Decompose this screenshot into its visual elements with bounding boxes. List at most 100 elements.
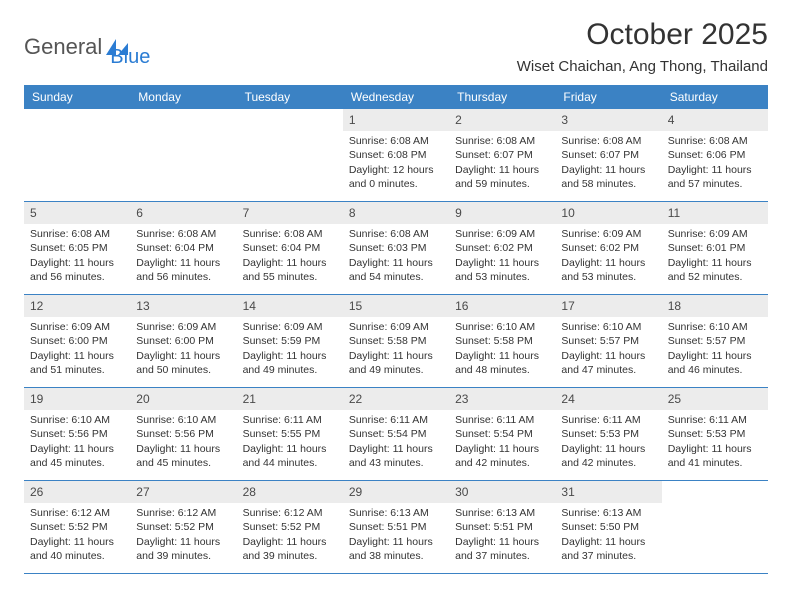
day-number: 11 bbox=[662, 202, 768, 224]
dow-cell: Monday bbox=[130, 85, 236, 109]
day-body: Sunrise: 6:11 AMSunset: 5:53 PMDaylight:… bbox=[555, 410, 661, 474]
day-body: Sunrise: 6:10 AMSunset: 5:56 PMDaylight:… bbox=[130, 410, 236, 474]
sunrise-line: Sunrise: 6:12 AM bbox=[136, 506, 230, 520]
day-number: 18 bbox=[662, 295, 768, 317]
week-row: 12Sunrise: 6:09 AMSunset: 6:00 PMDayligh… bbox=[24, 295, 768, 388]
day-cell: 17Sunrise: 6:10 AMSunset: 5:57 PMDayligh… bbox=[555, 295, 661, 387]
day-cell: 23Sunrise: 6:11 AMSunset: 5:54 PMDayligh… bbox=[449, 388, 555, 480]
day-body: Sunrise: 6:11 AMSunset: 5:55 PMDaylight:… bbox=[237, 410, 343, 474]
day-cell: 2Sunrise: 6:08 AMSunset: 6:07 PMDaylight… bbox=[449, 109, 555, 201]
day-number: 22 bbox=[343, 388, 449, 410]
daylight-line: Daylight: 11 hours and 43 minutes. bbox=[349, 442, 443, 470]
sunrise-line: Sunrise: 6:11 AM bbox=[668, 413, 762, 427]
sunset-line: Sunset: 6:03 PM bbox=[349, 241, 443, 255]
dow-cell: Wednesday bbox=[343, 85, 449, 109]
day-body: Sunrise: 6:10 AMSunset: 5:58 PMDaylight:… bbox=[449, 317, 555, 381]
day-body: Sunrise: 6:08 AMSunset: 6:07 PMDaylight:… bbox=[449, 131, 555, 195]
sunset-line: Sunset: 5:59 PM bbox=[243, 334, 337, 348]
day-cell: 3Sunrise: 6:08 AMSunset: 6:07 PMDaylight… bbox=[555, 109, 661, 201]
day-body: Sunrise: 6:08 AMSunset: 6:04 PMDaylight:… bbox=[130, 224, 236, 288]
daylight-line: Daylight: 11 hours and 48 minutes. bbox=[455, 349, 549, 377]
day-cell: 27Sunrise: 6:12 AMSunset: 5:52 PMDayligh… bbox=[130, 481, 236, 573]
sunset-line: Sunset: 6:05 PM bbox=[30, 241, 124, 255]
sunrise-line: Sunrise: 6:10 AM bbox=[561, 320, 655, 334]
sunset-line: Sunset: 5:51 PM bbox=[455, 520, 549, 534]
weeks-container: 1Sunrise: 6:08 AMSunset: 6:08 PMDaylight… bbox=[24, 109, 768, 574]
sunrise-line: Sunrise: 6:11 AM bbox=[455, 413, 549, 427]
dow-cell: Thursday bbox=[449, 85, 555, 109]
brand-text-blue: Blue bbox=[110, 46, 150, 69]
day-body: Sunrise: 6:11 AMSunset: 5:54 PMDaylight:… bbox=[449, 410, 555, 474]
header: General Blue October 2025 Wiset Chaichan… bbox=[24, 18, 768, 75]
title-block: October 2025 Wiset Chaichan, Ang Thong, … bbox=[517, 18, 768, 75]
day-cell: 9Sunrise: 6:09 AMSunset: 6:02 PMDaylight… bbox=[449, 202, 555, 294]
daylight-line: Daylight: 11 hours and 40 minutes. bbox=[30, 535, 124, 563]
day-cell: 25Sunrise: 6:11 AMSunset: 5:53 PMDayligh… bbox=[662, 388, 768, 480]
day-number: 31 bbox=[555, 481, 661, 503]
sunrise-line: Sunrise: 6:09 AM bbox=[30, 320, 124, 334]
sunrise-line: Sunrise: 6:13 AM bbox=[455, 506, 549, 520]
day-number: 14 bbox=[237, 295, 343, 317]
dow-cell: Sunday bbox=[24, 85, 130, 109]
day-body: Sunrise: 6:10 AMSunset: 5:57 PMDaylight:… bbox=[555, 317, 661, 381]
day-cell: 20Sunrise: 6:10 AMSunset: 5:56 PMDayligh… bbox=[130, 388, 236, 480]
week-row: 5Sunrise: 6:08 AMSunset: 6:05 PMDaylight… bbox=[24, 202, 768, 295]
sunrise-line: Sunrise: 6:09 AM bbox=[349, 320, 443, 334]
day-cell: 13Sunrise: 6:09 AMSunset: 6:00 PMDayligh… bbox=[130, 295, 236, 387]
sunset-line: Sunset: 5:53 PM bbox=[668, 427, 762, 441]
day-number: 6 bbox=[130, 202, 236, 224]
sunrise-line: Sunrise: 6:12 AM bbox=[243, 506, 337, 520]
daylight-line: Daylight: 11 hours and 51 minutes. bbox=[30, 349, 124, 377]
day-number: 2 bbox=[449, 109, 555, 131]
daylight-line: Daylight: 11 hours and 56 minutes. bbox=[136, 256, 230, 284]
day-body: Sunrise: 6:13 AMSunset: 5:51 PMDaylight:… bbox=[343, 503, 449, 567]
sunrise-line: Sunrise: 6:09 AM bbox=[243, 320, 337, 334]
day-number: 19 bbox=[24, 388, 130, 410]
day-number: 10 bbox=[555, 202, 661, 224]
sunset-line: Sunset: 5:55 PM bbox=[243, 427, 337, 441]
sunset-line: Sunset: 5:52 PM bbox=[243, 520, 337, 534]
sunset-line: Sunset: 5:54 PM bbox=[455, 427, 549, 441]
day-body: Sunrise: 6:12 AMSunset: 5:52 PMDaylight:… bbox=[130, 503, 236, 567]
day-number: 9 bbox=[449, 202, 555, 224]
day-cell: 30Sunrise: 6:13 AMSunset: 5:51 PMDayligh… bbox=[449, 481, 555, 573]
day-number: 23 bbox=[449, 388, 555, 410]
sunset-line: Sunset: 5:51 PM bbox=[349, 520, 443, 534]
sunrise-line: Sunrise: 6:08 AM bbox=[349, 227, 443, 241]
day-body: Sunrise: 6:08 AMSunset: 6:03 PMDaylight:… bbox=[343, 224, 449, 288]
sunset-line: Sunset: 6:04 PM bbox=[136, 241, 230, 255]
month-title: October 2025 bbox=[517, 18, 768, 52]
day-cell: 4Sunrise: 6:08 AMSunset: 6:06 PMDaylight… bbox=[662, 109, 768, 201]
day-cell: 29Sunrise: 6:13 AMSunset: 5:51 PMDayligh… bbox=[343, 481, 449, 573]
day-number: 16 bbox=[449, 295, 555, 317]
day-cell: 24Sunrise: 6:11 AMSunset: 5:53 PMDayligh… bbox=[555, 388, 661, 480]
sunrise-line: Sunrise: 6:12 AM bbox=[30, 506, 124, 520]
sunset-line: Sunset: 6:07 PM bbox=[561, 148, 655, 162]
day-number: 13 bbox=[130, 295, 236, 317]
sunset-line: Sunset: 6:08 PM bbox=[349, 148, 443, 162]
day-number: 17 bbox=[555, 295, 661, 317]
sunrise-line: Sunrise: 6:09 AM bbox=[136, 320, 230, 334]
sunset-line: Sunset: 5:56 PM bbox=[30, 427, 124, 441]
day-number: 28 bbox=[237, 481, 343, 503]
day-number: 27 bbox=[130, 481, 236, 503]
day-cell bbox=[662, 481, 768, 573]
day-body: Sunrise: 6:11 AMSunset: 5:54 PMDaylight:… bbox=[343, 410, 449, 474]
day-number: 30 bbox=[449, 481, 555, 503]
dow-cell: Tuesday bbox=[237, 85, 343, 109]
sunset-line: Sunset: 5:52 PM bbox=[30, 520, 124, 534]
day-number: 25 bbox=[662, 388, 768, 410]
day-cell: 11Sunrise: 6:09 AMSunset: 6:01 PMDayligh… bbox=[662, 202, 768, 294]
daylight-line: Daylight: 11 hours and 45 minutes. bbox=[136, 442, 230, 470]
day-number: 20 bbox=[130, 388, 236, 410]
brand-text-general: General bbox=[24, 34, 102, 60]
day-cell: 15Sunrise: 6:09 AMSunset: 5:58 PMDayligh… bbox=[343, 295, 449, 387]
day-body: Sunrise: 6:13 AMSunset: 5:51 PMDaylight:… bbox=[449, 503, 555, 567]
day-body: Sunrise: 6:09 AMSunset: 6:00 PMDaylight:… bbox=[24, 317, 130, 381]
day-body: Sunrise: 6:09 AMSunset: 5:58 PMDaylight:… bbox=[343, 317, 449, 381]
day-body: Sunrise: 6:08 AMSunset: 6:08 PMDaylight:… bbox=[343, 131, 449, 195]
daylight-line: Daylight: 11 hours and 37 minutes. bbox=[455, 535, 549, 563]
sunrise-line: Sunrise: 6:11 AM bbox=[243, 413, 337, 427]
daylight-line: Daylight: 11 hours and 55 minutes. bbox=[243, 256, 337, 284]
daylight-line: Daylight: 11 hours and 37 minutes. bbox=[561, 535, 655, 563]
